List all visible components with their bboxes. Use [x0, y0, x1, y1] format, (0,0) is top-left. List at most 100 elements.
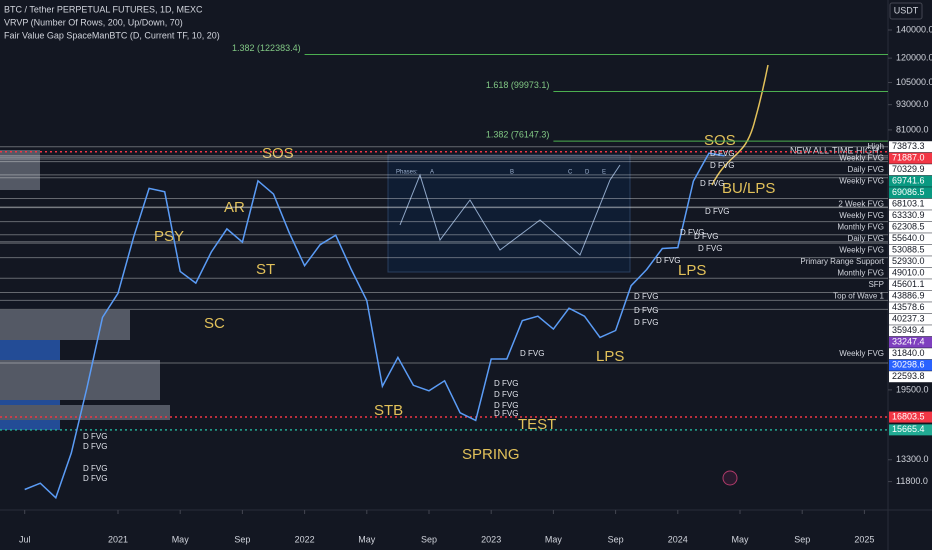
price-label-box: [889, 233, 932, 245]
price-label-box: [889, 359, 932, 371]
price-label: 35949.4: [892, 325, 925, 335]
x-tick-label: Sep: [234, 534, 250, 544]
profile-block: [0, 405, 170, 420]
price-label: 43886.9: [892, 291, 925, 301]
price-label-box: [889, 348, 932, 360]
x-tick-label: 2021: [108, 534, 128, 544]
price-label-box: [889, 325, 932, 337]
price-label: 22593.8: [892, 371, 925, 381]
level-note: Weekly FVG: [839, 153, 884, 162]
price-label-box: [889, 424, 932, 436]
fib-label: 1.618 (99973.1): [486, 80, 550, 90]
x-tick-label: Jul: [19, 534, 31, 544]
price-label: 45601.1: [892, 279, 925, 289]
price-label-box: [889, 187, 932, 199]
profile-block: [0, 360, 160, 400]
fvg-label: D FVG: [710, 161, 734, 170]
fvg-label: D FVG: [634, 306, 658, 315]
y-tick-label: 11800.0: [896, 476, 928, 486]
profile-block: [0, 150, 40, 190]
wyckoff-label: SPRING: [462, 446, 520, 463]
price-label: 30298.6: [892, 360, 925, 370]
price-label: 53088.5: [892, 245, 925, 255]
price-label: 43578.6: [892, 302, 925, 312]
inset-drawing: [399, 164, 621, 256]
price-label: 62308.5: [892, 222, 925, 232]
price-label: 55640.0: [892, 233, 925, 243]
inset-image: [387, 154, 631, 273]
price-label-box: [889, 198, 932, 210]
price-label-box: [889, 336, 932, 348]
y-tick-label: 13300.0: [896, 454, 929, 464]
y-tick-label: 120000.0: [896, 53, 932, 63]
fvg-label: D FVG: [698, 244, 722, 253]
price-label-box: [889, 411, 932, 423]
y-tick-label: 81000.0: [896, 124, 929, 134]
fvg-label: D FVG: [83, 464, 107, 473]
level-note: Weekly FVG: [839, 211, 884, 220]
inset-label: A: [430, 170, 434, 176]
legend-line: Fair Value Gap SpaceManBTC (D, Current T…: [4, 30, 220, 40]
x-tick-label: May: [731, 534, 749, 544]
level-note: Weekly FVG: [839, 176, 884, 185]
x-tick-label: May: [358, 534, 376, 544]
volume-profile: [0, 150, 170, 430]
ath-note: NEW ALL-TIME HIGH: [790, 145, 879, 155]
fvg-label: D FVG: [710, 149, 734, 158]
fvg-label: D FVG: [634, 318, 658, 327]
y-tick-label: 105000.0: [896, 77, 932, 87]
x-tick-label: May: [172, 534, 190, 544]
inset-label: E: [602, 170, 606, 176]
wyckoff-label: AR: [224, 199, 245, 216]
price-line: [24, 152, 725, 500]
currency-box: [889, 2, 923, 20]
currency: USDT: [894, 5, 919, 15]
price-label: 31840.0: [892, 348, 925, 358]
level-note: 2 Week FVG: [838, 199, 884, 208]
price-label: 33247.4: [892, 337, 925, 347]
wyckoff-label: TEST: [518, 416, 556, 433]
wyckoff-label: SOS: [704, 132, 736, 149]
wyckoff-label: PSY: [154, 228, 184, 245]
level-note: High: [868, 142, 884, 151]
price-label: 63330.9: [892, 210, 925, 220]
wyckoff-label: ST: [256, 261, 275, 278]
x-tick-label: 2023: [481, 534, 501, 544]
inset-label: Phases:: [396, 170, 418, 176]
price-label-box: [889, 371, 932, 383]
fvg-label: D FVG: [494, 401, 518, 410]
level-note: Monthly FVG: [837, 268, 884, 277]
legend-line: VRVP (Number Of Rows, 200, Up/Down, 70): [4, 17, 183, 27]
price-label-box: [889, 141, 932, 153]
legend-line: BTC / Tether PERPETUAL FUTURES, 1D, MEXC: [4, 4, 203, 14]
fvg-label: D FVG: [680, 228, 704, 237]
level-note: Daily FVG: [848, 165, 884, 174]
wyckoff-label: BU/LPS: [722, 180, 775, 197]
price-label-box: [889, 302, 932, 314]
x-tick-label: Sep: [608, 534, 624, 544]
price-label-box: [889, 175, 932, 187]
fvg-label: D FVG: [634, 292, 658, 301]
inset-label: B: [510, 170, 514, 176]
price-label-box: [889, 290, 932, 302]
x-tick-label: 2022: [295, 534, 315, 544]
fvg-label: D FVG: [494, 409, 518, 418]
price-label: 69086.5: [892, 187, 925, 197]
fib-label: 1.382 (76147.3): [486, 130, 550, 140]
inset-label: D: [585, 170, 590, 176]
price-label: 40237.3: [892, 314, 925, 324]
level-note: SFP: [868, 280, 884, 289]
event-icon: [722, 470, 738, 486]
price-label: 16803.5: [892, 411, 925, 421]
fvg-label: D FVG: [520, 349, 544, 358]
x-tick-label: May: [545, 534, 563, 544]
wyckoff-label: LPS: [678, 262, 706, 279]
fvg-label: D FVG: [494, 379, 518, 388]
price-label-box: [889, 256, 932, 268]
fvg-label: D FVG: [705, 207, 729, 216]
wyckoff-label: SOS: [262, 145, 294, 162]
x-tick-label: 2025: [854, 534, 874, 544]
level-note: Daily FVG: [848, 234, 884, 243]
